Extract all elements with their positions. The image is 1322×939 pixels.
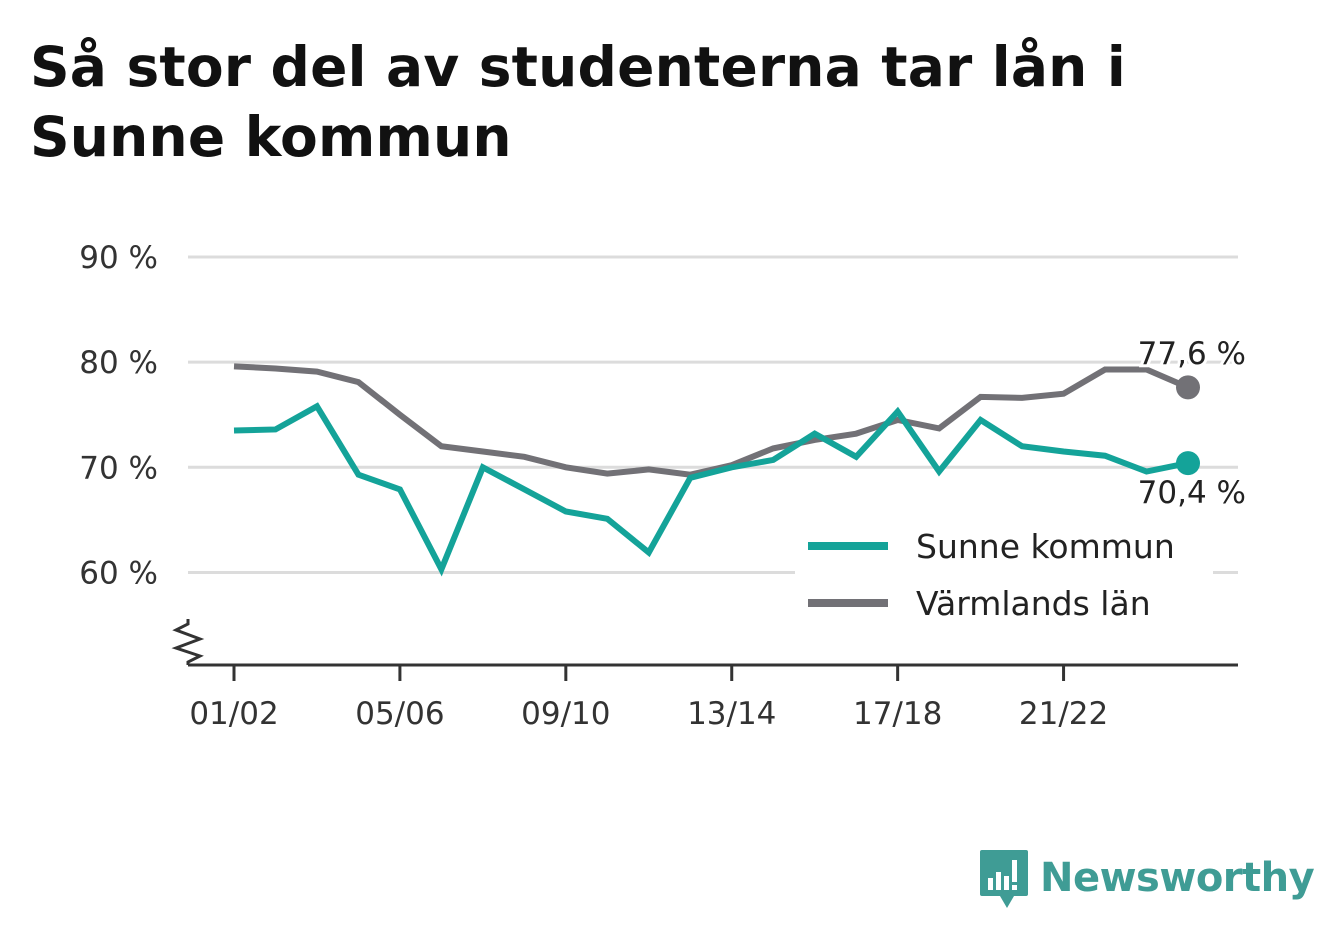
x-tick-label: 01/02: [189, 696, 278, 732]
x-tick-label: 05/06: [355, 696, 444, 732]
x-tick-label: 21/22: [1019, 696, 1108, 732]
y-tick-label: 80 %: [79, 345, 158, 381]
series-line-sunne: [233, 402, 1189, 577]
y-tick-label: 60 %: [79, 555, 158, 591]
end-labels: 77,6 % 70,4 %: [1135, 333, 1249, 514]
x-tick-label: 17/18: [853, 696, 942, 732]
brand-logo: Newsworthy: [980, 846, 1315, 910]
y-axis-ticks: 60 % 70 % 80 % 90 %: [79, 240, 158, 591]
legend-label: Sunne kommun: [916, 527, 1175, 566]
legend-label: Värmlands län: [916, 584, 1151, 623]
series-lines: [233, 363, 1200, 577]
y-tick-label: 90 %: [79, 240, 158, 276]
chart-title: Så stor del av studenterna tar lån i Sun…: [30, 35, 1126, 169]
axis-break-marker: [171, 619, 205, 665]
series-end-marker: [1176, 451, 1200, 476]
y-tick-label: 70 %: [79, 450, 158, 486]
x-tick-label: 13/14: [687, 696, 776, 732]
series-line-varmland: [233, 363, 1190, 478]
series-end-marker: [1176, 375, 1200, 400]
end-label-sunne: 70,4 %: [1138, 475, 1246, 511]
x-axis: 01/02 05/06 09/10 13/14 17/18 21/22: [171, 619, 1238, 732]
newsworthy-logo-icon: [980, 850, 1028, 908]
brand-name: Newsworthy: [1040, 855, 1315, 901]
end-label-varmland: 77,6 %: [1138, 336, 1246, 372]
x-tick-label: 09/10: [521, 696, 610, 732]
legend: Sunne kommun Värmlands län: [795, 517, 1213, 623]
